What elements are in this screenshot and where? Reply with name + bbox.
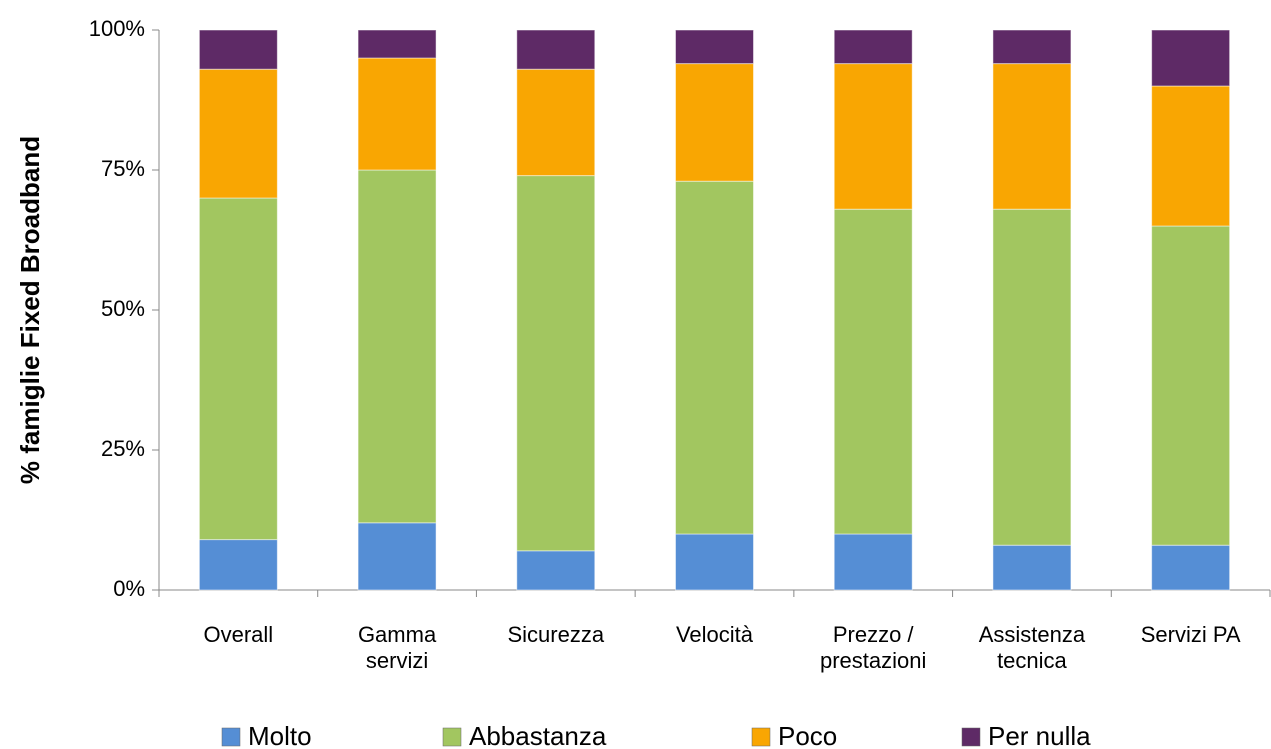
bar-segment [675,180,754,535]
bar-segment [357,522,437,591]
bar-segment [833,63,913,210]
bar-segment [357,57,437,171]
legend-label: Molto [248,721,312,749]
bar-segment [198,68,278,199]
legend-swatch [961,727,981,747]
x-tick-label: Velocità [675,622,754,647]
bar-segment [1151,85,1231,227]
bar-segment [992,208,1072,546]
legend-label: Abbastanza [469,721,607,749]
bar-segment [833,208,913,535]
legend-label: Poco [778,721,837,749]
bar-segment [833,29,913,65]
bar-segment [516,550,596,591]
bar-segment [357,29,437,59]
y-tick-label: 75% [101,156,145,181]
x-tick-label: Prezzo / prestazioni [820,622,927,673]
bar-segment [198,197,278,541]
bar-segment [357,169,437,524]
bar-segment [675,63,754,182]
bar-segment [198,539,278,591]
legend-swatch [442,727,462,747]
bar-segment [992,63,1072,210]
bar-segment [516,68,596,177]
y-tick-label: 50% [101,296,145,321]
bar-segment [992,544,1072,591]
legend-swatch [221,727,241,747]
bar-segment [516,175,596,552]
x-tick-label: Sicurezza [507,622,605,647]
bar-segment [516,29,596,70]
bar-segment [992,29,1072,65]
bar-segment [1151,225,1231,546]
y-axis-title: % famiglie Fixed Broadband [15,136,45,484]
bar-segment [675,29,754,65]
bar-segment [833,533,913,591]
bar-segment [675,533,754,591]
x-tick-label: Overall [203,622,274,647]
x-tick-label: Servizi PA [1140,622,1241,647]
legend-swatch [751,727,771,747]
x-tick-label: Assistenza tecnica [978,622,1086,673]
bar-segment [198,29,278,70]
y-tick-label: 100% [89,16,145,41]
legend-label: Per nulla [988,721,1091,749]
bar-segment [1151,29,1231,87]
y-tick-label: 0% [113,576,145,601]
bar-segment [1151,544,1231,591]
y-tick-label: 25% [101,436,145,461]
x-tick-label: Gamma servizi [357,622,437,673]
